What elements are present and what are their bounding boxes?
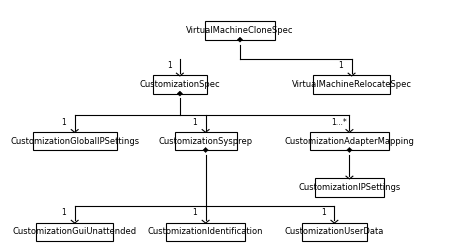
Text: 1: 1	[192, 208, 197, 217]
Text: CustomizationSysprep: CustomizationSysprep	[158, 137, 252, 146]
Text: 1: 1	[167, 61, 171, 70]
Text: VirtualMachineCloneSpec: VirtualMachineCloneSpec	[186, 26, 293, 35]
Polygon shape	[177, 91, 182, 96]
FancyBboxPatch shape	[302, 222, 366, 241]
Text: 1...*: 1...*	[330, 118, 346, 127]
Text: 1: 1	[338, 61, 343, 70]
Text: 1: 1	[192, 118, 197, 127]
Text: CustomizationGlobalIPSettings: CustomizationGlobalIPSettings	[10, 137, 139, 146]
FancyBboxPatch shape	[166, 222, 245, 241]
Text: 1: 1	[61, 208, 66, 217]
FancyBboxPatch shape	[314, 179, 383, 197]
FancyBboxPatch shape	[152, 75, 207, 94]
Text: CustomizationSpec: CustomizationSpec	[139, 80, 220, 89]
FancyBboxPatch shape	[32, 132, 116, 151]
Text: CustomizationAdapterMapping: CustomizationAdapterMapping	[284, 137, 414, 146]
FancyBboxPatch shape	[205, 22, 274, 40]
Text: CustomizationGuiUnattended: CustomizationGuiUnattended	[13, 227, 136, 236]
FancyBboxPatch shape	[313, 75, 389, 94]
FancyBboxPatch shape	[36, 222, 113, 241]
Text: VirtualMachineRelocateSpec: VirtualMachineRelocateSpec	[291, 80, 411, 89]
FancyBboxPatch shape	[309, 132, 388, 151]
FancyBboxPatch shape	[174, 132, 236, 151]
Text: 1: 1	[321, 208, 325, 217]
Text: CustomizationIdentification: CustomizationIdentification	[147, 227, 263, 236]
Text: 1: 1	[61, 118, 66, 127]
Polygon shape	[346, 148, 351, 153]
Polygon shape	[202, 148, 208, 153]
Text: CustomizationIPSettings: CustomizationIPSettings	[298, 183, 399, 192]
Polygon shape	[237, 37, 242, 42]
Text: CustomizationUserData: CustomizationUserData	[284, 227, 383, 236]
